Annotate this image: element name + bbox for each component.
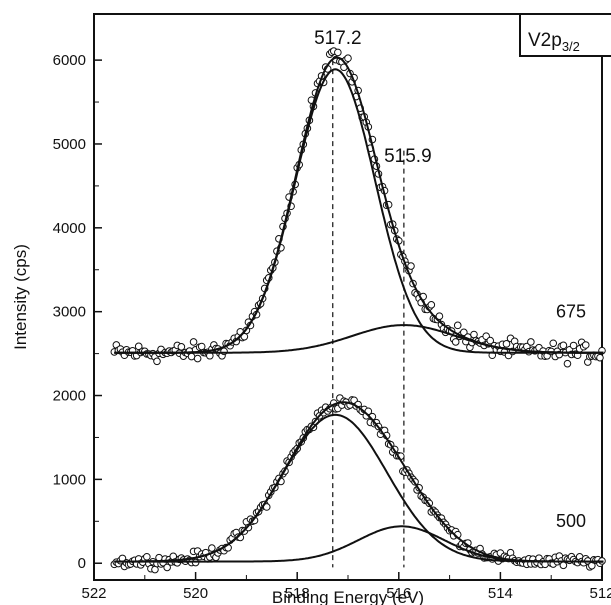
annotation-517-2: 517.2 [314,28,362,49]
fit-curves [114,56,604,563]
data-point [163,563,171,572]
badge-label: V2p3/2 [528,30,580,54]
fit-component-curve [114,324,604,354]
data-point [559,341,568,350]
data-point [427,301,436,309]
y-axis-title: Intensity (cps) [11,244,30,350]
sample-label-500: 500 [556,511,586,531]
y-tick-label: 0 [78,555,86,572]
data-point [486,336,495,345]
y-tick-label: 3000 [53,304,86,321]
fit-component-curve [114,525,604,563]
data-point [563,359,572,368]
data-point [451,338,460,346]
badge-box [519,13,611,57]
data-point [344,54,352,63]
badge-main: V2p [528,30,562,51]
y-tick-label: 1000 [53,471,86,488]
x-tick-label: 516 [386,585,411,602]
peak-label-515-9: 515.9 [384,146,432,167]
y-tick-label: 5000 [53,136,86,153]
data-point [596,353,604,362]
annotation-515-9: 515.9 [384,146,432,167]
data-point [153,357,161,366]
axes: 522 520 518 516 514 512 0 1000 2000 3000 4000 5000 6… [53,52,611,602]
data-point [208,544,216,552]
data-point [502,340,511,348]
x-tick-label: 522 [81,585,106,602]
badge-sub: 3/2 [562,39,580,54]
data-point [189,338,198,346]
plot-area [93,13,603,581]
x-tick-label: 518 [285,585,310,602]
data-point [460,328,468,337]
data-point [143,552,151,561]
data-point [193,354,202,363]
peak-label-517-2: 517.2 [314,28,362,49]
x-tick-label: 512 [589,585,611,602]
reference-lines [332,60,405,568]
data-point [177,343,186,351]
x-axis-title: Binding Energy (eV) [272,588,424,605]
y-tick-label: 2000 [53,388,86,405]
data-point [549,339,558,348]
y-tick-label: 6000 [53,52,86,69]
data-point [581,341,590,349]
data-point [435,312,444,320]
x-tick-label: 520 [183,585,208,602]
data-point [453,321,462,330]
data-point [527,338,535,346]
data-point [407,262,415,270]
data-point [559,561,568,570]
x-tick-label: 514 [488,585,513,602]
species-badge: V2p3/2 [519,13,611,57]
data-point [569,341,578,350]
plot-frame [93,13,603,581]
data-point [334,48,342,57]
sample-label-675: 675 [556,302,586,322]
y-tick-label: 4000 [53,220,86,237]
